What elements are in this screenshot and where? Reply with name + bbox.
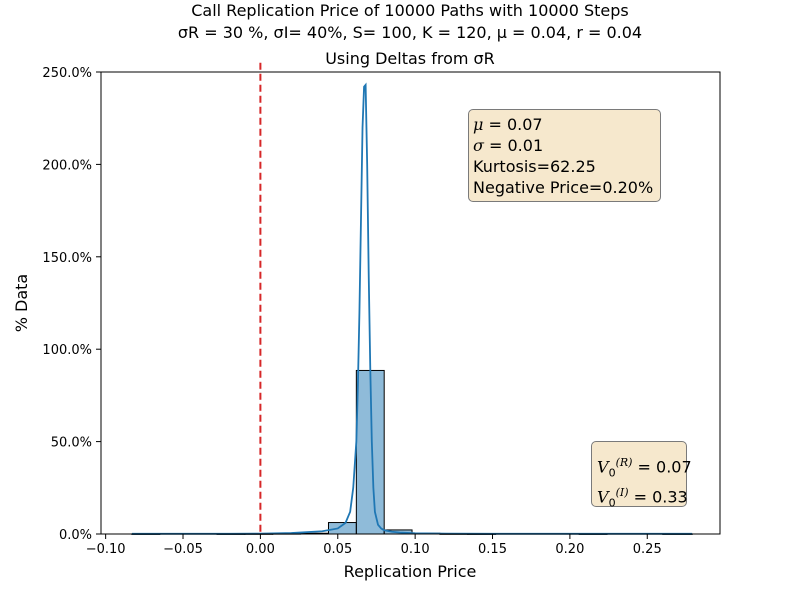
y-axis-label: % Data xyxy=(12,274,31,333)
x-tick-label: 0.15 xyxy=(478,542,507,557)
stats-negative-price: Negative Price=0.20% xyxy=(473,178,654,197)
x-tick-label: 0.20 xyxy=(555,542,584,557)
v0-i-value: V0(I) = 0.33 xyxy=(597,486,688,510)
v0-r-value: V0(R) = 0.07 xyxy=(597,456,692,480)
axes-frame xyxy=(100,71,721,535)
kde-line xyxy=(131,82,693,535)
stats-mu: μ = 0.07 xyxy=(473,115,543,134)
y-tick-label: 200.0% xyxy=(42,158,92,173)
x-tick-label: −0.10 xyxy=(86,542,126,557)
plot-area: −0.10 −0.05 0.00 0.05 0.10 0.15 0.20 0.25 0.0% 50… xyxy=(42,62,721,557)
y-tick-label: 150.0% xyxy=(42,251,92,266)
x-axis-label: Replication Price xyxy=(344,562,477,581)
y-tick-label: 250.0% xyxy=(42,66,92,81)
initial-value-annotation-box: V0(R) = 0.07 V0(I) = 0.33 xyxy=(591,441,692,510)
chart-title-line3: Using Deltas from σR xyxy=(325,49,495,68)
stats-kurtosis: Kurtosis=62.25 xyxy=(473,157,596,176)
x-tick-label: 0.05 xyxy=(323,542,352,557)
y-tick-label: 100.0% xyxy=(42,343,92,358)
y-tick-label: 50.0% xyxy=(51,436,92,451)
chart-title-line2: σR = 30 %, σI= 40%, S= 100, K = 120, μ =… xyxy=(178,23,642,42)
x-tick-label: 0.10 xyxy=(401,542,430,557)
x-tick-label: −0.05 xyxy=(163,542,203,557)
x-tick-label: 0.25 xyxy=(633,542,662,557)
y-tick-label: 0.0% xyxy=(59,528,92,543)
stats-annotation-box: μ = 0.07 σ = 0.01 Kurtosis=62.25 Negativ… xyxy=(468,109,661,202)
x-tick-label: 0.00 xyxy=(246,542,275,557)
chart-title-line1: Call Replication Price of 10000 Paths wi… xyxy=(191,1,629,20)
stats-sigma: σ = 0.01 xyxy=(473,136,544,155)
